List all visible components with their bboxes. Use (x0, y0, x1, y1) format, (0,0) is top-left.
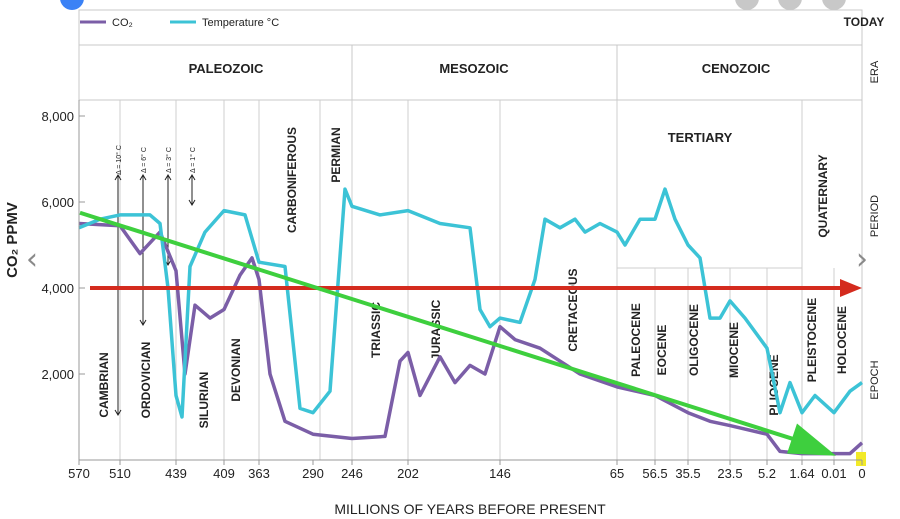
x-axis-label: MILLIONS OF YEARS BEFORE PRESENT (334, 501, 606, 517)
top-circle-button-4[interactable] (822, 0, 846, 10)
epoch-label: EOCENE (655, 325, 669, 376)
xtick-label: 510 (109, 466, 131, 481)
green-trend-arrowhead (787, 423, 836, 456)
annotations (79, 210, 866, 466)
row-label: ERA (869, 60, 881, 83)
row-label: PERIOD (869, 195, 881, 237)
red-reference-arrowhead (840, 279, 862, 297)
xtick-label: 35.5 (675, 466, 700, 481)
period-label-tertiary: TERTIARY (668, 130, 733, 145)
epoch-label: MIOCENE (727, 322, 741, 378)
series-line-temperature (78, 187, 864, 419)
next-arrow-icon[interactable]: › (856, 242, 868, 277)
temperature-delta-arrowhead-down (188, 199, 196, 206)
top-circle-button-3[interactable] (778, 0, 802, 10)
yellow-marker (856, 452, 866, 466)
xtick-label: 1.64 (789, 466, 814, 481)
epoch-label: PLEISTOCENE (805, 298, 819, 382)
temperature-delta-arrowhead-down (114, 409, 122, 416)
period-label: QUATERNARY (816, 154, 830, 237)
temperature-delta-label: Δ = 1° C (189, 147, 197, 173)
green-trend-arrow-line (79, 210, 813, 447)
period-label: CAMBRIAN (97, 352, 111, 417)
era-label: PALEOZOIC (189, 61, 264, 76)
xtick-label: 146 (489, 466, 511, 481)
epoch-label: OLIGOCENE (687, 304, 701, 376)
temperature-delta-label: Δ = 6° C (140, 147, 148, 173)
period-label: CARBONIFEROUS (285, 127, 299, 233)
ytick-label: 4,000 (41, 281, 74, 296)
ytick-label: 8,000 (41, 109, 74, 124)
data-series (78, 187, 864, 456)
temperature-delta-label: Δ = 10° C (115, 145, 123, 175)
series-line-co2 (78, 221, 864, 456)
xtick-label: 23.5 (717, 466, 742, 481)
xtick-label: 290 (302, 466, 324, 481)
xtick-label: 570 (68, 466, 90, 481)
xtick-label: 409 (213, 466, 235, 481)
epoch-label: HOLOCENE (835, 306, 849, 374)
epoch-label: PALEOCENE (629, 303, 643, 377)
period-label: TRIASSIC (369, 302, 383, 358)
temperature-delta-arrowhead-down (139, 319, 147, 326)
row-label: EPOCH (869, 360, 881, 399)
xtick-label: 0 (858, 466, 865, 481)
period-label: JURASSIC (429, 299, 443, 360)
temperature-delta-arrowhead-up (188, 174, 196, 181)
top-circle-button-2[interactable] (735, 0, 759, 10)
era-label: CENOZOIC (702, 61, 771, 76)
temperature-delta-arrowhead-up (164, 174, 172, 181)
xtick-label: 363 (248, 466, 270, 481)
period-label: SILURIAN (197, 372, 211, 429)
era-period-headers: PALEOZOIC MESOZOIC CENOZOIC TODAY ERA PERIOD E… (97, 15, 884, 428)
xtick-label: 439 (165, 466, 187, 481)
previous-arrow-icon[interactable]: ‹ (26, 242, 38, 277)
temperature-delta-arrowhead-up (139, 174, 147, 181)
xtick-label: 202 (397, 466, 419, 481)
axes: 2,000 4,000 6,000 8,000 570 510 439 409 363 290 24… (4, 17, 866, 517)
y-axis-label: CO₂ PPMV (4, 202, 21, 278)
xtick-label: 5.2 (758, 466, 776, 481)
xtick-label: 246 (341, 466, 363, 481)
xtick-label: 65 (610, 466, 624, 481)
period-label: DEVONIAN (229, 338, 243, 401)
temperature-delta-arrowhead-up (114, 174, 122, 181)
temperature-delta-label: Δ = 3° C (165, 147, 173, 173)
ytick-label: 2,000 (41, 367, 74, 382)
top-circle-button-1[interactable] (60, 0, 84, 10)
era-label: MESOZOIC (439, 61, 509, 76)
ytick-label: 6,000 (41, 195, 74, 210)
legend-label: Temperature °C (202, 17, 279, 29)
xtick-label: 0.01 (821, 466, 846, 481)
xtick-label: 56.5 (642, 466, 667, 481)
period-label: ORDOVICIAN (139, 342, 153, 419)
today-label: TODAY (844, 15, 885, 29)
legend-label: CO₂ (112, 17, 133, 29)
period-label: PERMIAN (329, 127, 343, 182)
period-label: CRETACEOUS (566, 268, 580, 351)
